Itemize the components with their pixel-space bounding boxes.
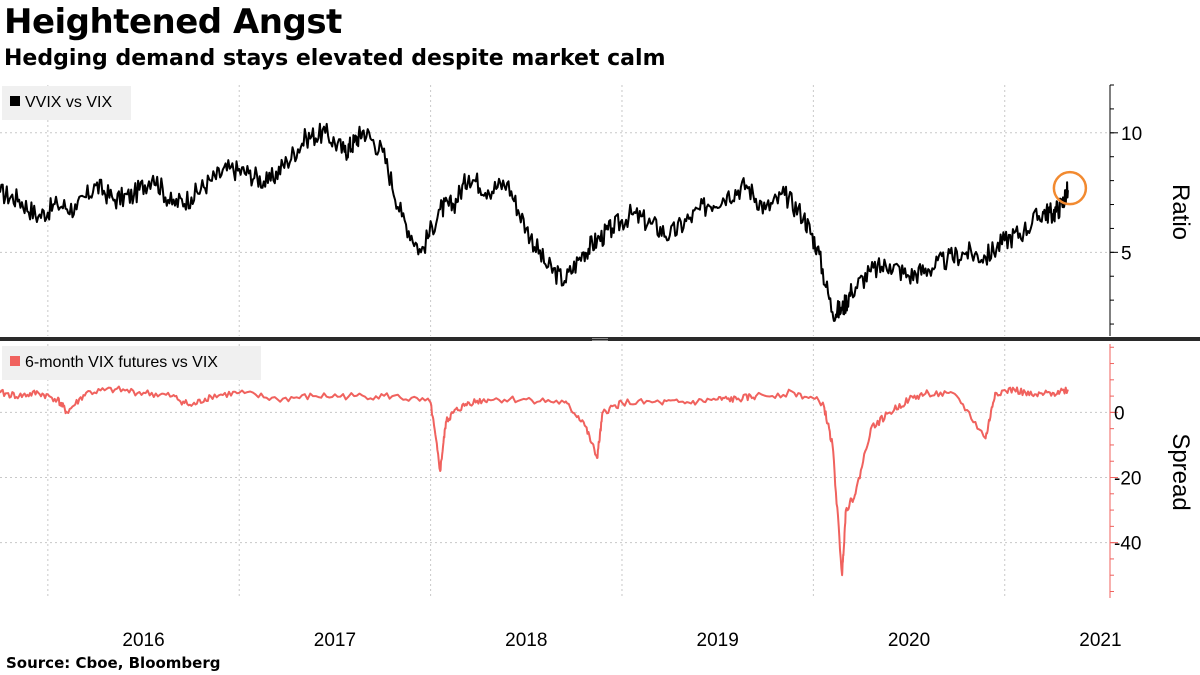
top-y-tick-label: 10 [1121,124,1142,145]
top-legend: VVIX vs VIX [2,86,131,120]
chart-title: Heightened Angst [4,2,342,42]
bottom-legend-swatch [10,356,20,366]
bottom-y-axis-title: Spread [1167,433,1194,510]
top-legend-box [2,86,131,120]
bottom-legend: 6-month VIX futures vs VIX [2,346,261,380]
separator-handle-line-2 [592,340,608,341]
bottom-y-ticks: 0 -20 -40 [1110,346,1141,592]
x-tick-label: 2020 [888,630,930,651]
bottom-legend-label: 6-month VIX futures vs VIX [25,354,218,371]
bottom-y-tick-label: -40 [1114,534,1141,555]
x-tick-label: 2019 [697,630,739,651]
x-tick-label: 2018 [505,630,547,651]
top-legend-label: VVIX vs VIX [25,94,112,111]
top-y-tick-label: 5 [1121,243,1132,264]
bottom-y-tick-label: -20 [1114,469,1141,490]
top-legend-swatch [10,96,20,106]
bottom-legend-box [2,346,261,380]
chart-subtitle: Hedging demand stays elevated despite ma… [4,46,666,71]
latest-value-highlight-circle [1052,170,1088,206]
bottom-y-tick-label: 0 [1114,403,1125,424]
top-y-ticks: 5 10 [1110,84,1142,325]
x-tick-label: 2016 [122,630,164,651]
top-y-axis-title: Ratio [1167,184,1194,240]
vvix-vix-series-line [0,122,1069,322]
vix-futures-spread-series-line [0,385,1069,577]
source-note: Source: Cboe, Bloomberg [6,654,221,672]
x-tick-label: 2021 [1079,630,1121,651]
separator-handle-line [592,338,608,339]
x-axis-ticks: 2016 2017 2018 2019 2020 2021 [122,630,1121,651]
grid-layer [0,85,1110,598]
x-tick-label: 2017 [314,630,356,651]
